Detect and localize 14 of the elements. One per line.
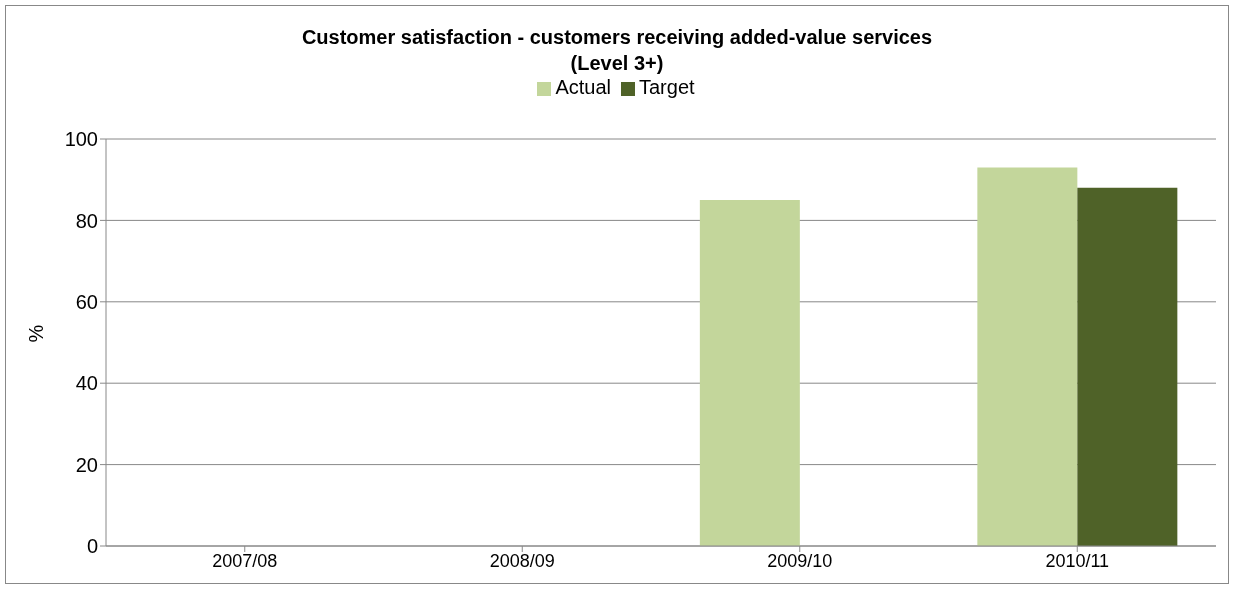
x-tick-label: 2007/08: [212, 550, 278, 571]
y-tick-label: 40: [75, 372, 98, 395]
y-tick-label: 100: [64, 128, 98, 151]
y-tick-label: 0: [86, 535, 98, 558]
legend-label: Actual: [555, 76, 611, 98]
x-tick-label: 2010/11: [1045, 550, 1110, 571]
y-tick-label: 80: [75, 209, 98, 232]
y-tick-label: 20: [75, 453, 98, 476]
x-tick-label: 2008/09: [489, 550, 555, 571]
x-tick-label: 2009/10: [767, 550, 833, 571]
y-axis-title: %: [25, 324, 48, 343]
y-tick-label: 60: [75, 290, 98, 313]
chart-title: Customer satisfaction - customers receiving added-value services (Level 3+): [300, 25, 934, 76]
legend-label: Target: [639, 76, 695, 98]
